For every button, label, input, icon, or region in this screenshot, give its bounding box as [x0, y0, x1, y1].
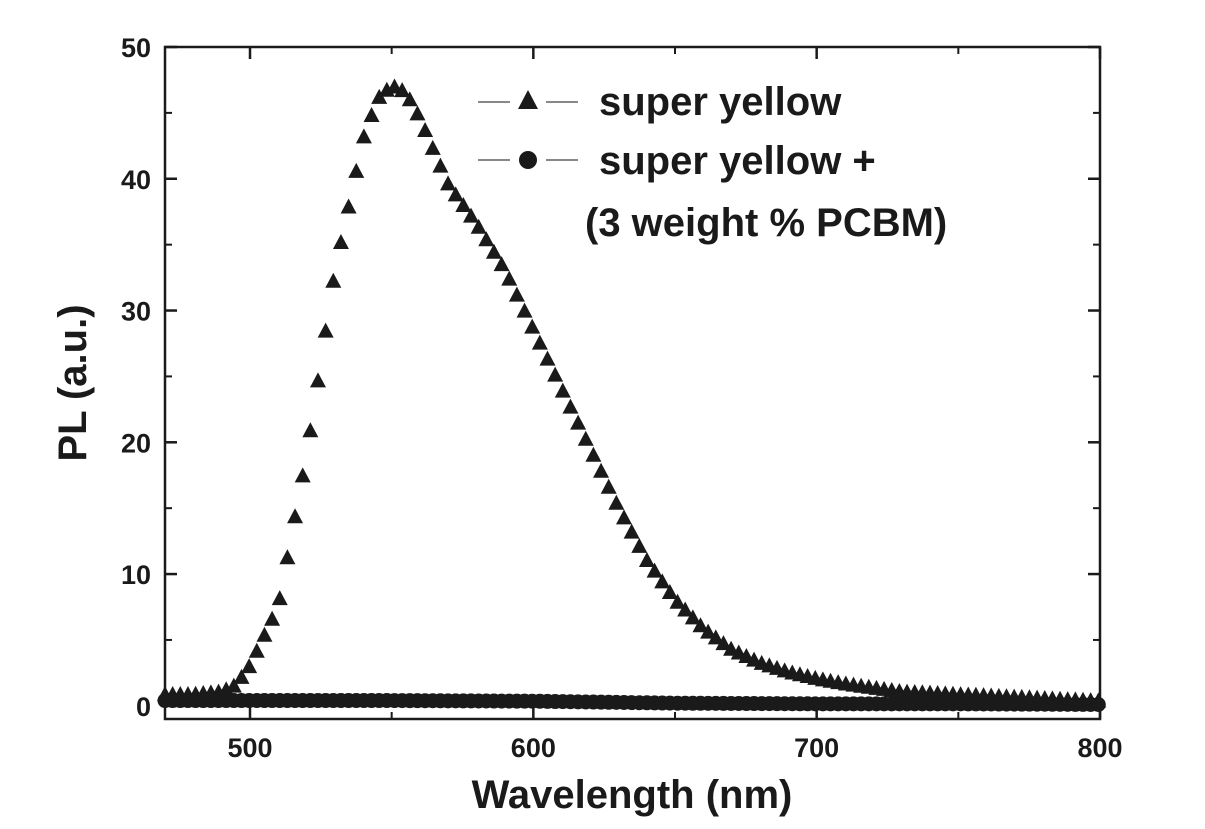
y-tick-label: 30 — [121, 297, 151, 327]
triangle-marker — [707, 629, 724, 645]
triangle-marker — [684, 609, 701, 625]
x-tick-label: 500 — [227, 733, 272, 763]
triangle-marker — [585, 446, 602, 462]
triangle-marker — [287, 508, 304, 524]
legend-circle-marker — [519, 151, 537, 169]
triangle-marker — [332, 234, 349, 250]
triangle-marker — [248, 642, 265, 658]
triangle-marker — [463, 207, 479, 223]
triangle-marker — [317, 322, 334, 338]
triangle-marker — [225, 677, 242, 693]
y-tick-label: 40 — [121, 165, 151, 195]
triangle-marker — [424, 139, 441, 155]
triangle-marker — [501, 270, 518, 286]
triangle-marker — [340, 198, 357, 214]
triangle-marker — [394, 82, 411, 98]
triangle-marker — [524, 318, 541, 334]
triangle-marker — [608, 494, 625, 510]
triangle-marker — [700, 623, 717, 639]
triangle-marker — [401, 91, 418, 107]
triangle-marker — [570, 414, 587, 430]
triangle-marker — [485, 243, 502, 259]
triangle-marker — [363, 107, 380, 123]
triangle-marker — [348, 162, 365, 178]
triangle-marker — [493, 256, 510, 272]
triangle-marker — [516, 302, 533, 318]
triangle-marker — [294, 467, 311, 483]
legend-label-pcbm-continuation: (3 weight % PCBM) — [585, 201, 947, 245]
triangle-marker — [631, 537, 648, 553]
triangle-marker — [256, 626, 273, 642]
triangle-marker — [646, 562, 663, 578]
triangle-marker — [600, 478, 617, 494]
triangle-marker — [302, 422, 319, 438]
circle-marker — [1090, 696, 1106, 712]
x-tick-label: 800 — [1077, 733, 1122, 763]
triangle-marker — [616, 509, 632, 525]
x-axis-title: Wavelength (nm) — [472, 773, 793, 817]
series-super-yellow-pcbm — [157, 693, 1106, 712]
triangle-marker — [233, 668, 250, 684]
triangle-marker — [432, 157, 449, 173]
legend-triangle-marker — [518, 90, 538, 109]
triangle-marker — [508, 286, 525, 302]
triangle-marker — [654, 573, 671, 589]
y-tick-label: 50 — [121, 33, 151, 63]
triangle-marker — [692, 617, 709, 633]
triangle-marker — [440, 175, 457, 191]
triangle-marker — [447, 186, 464, 202]
triangle-marker — [325, 272, 342, 288]
triangle-marker — [669, 593, 686, 609]
legend: super yellow super yellow + (3 weight % … — [478, 80, 947, 245]
y-tick-label: 20 — [121, 428, 151, 458]
y-tick-label: 10 — [121, 560, 151, 590]
triangle-marker — [661, 583, 678, 599]
triangle-marker — [539, 350, 556, 366]
triangle-marker — [677, 601, 694, 617]
x-tick-label: 700 — [794, 733, 839, 763]
triangle-marker — [470, 218, 487, 234]
triangle-marker — [554, 382, 571, 398]
axis-tick-labels: 500 600 700 800 0 10 20 30 40 50 — [121, 33, 1123, 763]
triangle-marker — [593, 462, 610, 478]
triangle-marker — [455, 197, 472, 213]
data-series — [157, 78, 1107, 712]
triangle-marker — [355, 128, 372, 144]
triangle-marker — [531, 334, 548, 350]
legend-label-pcbm: super yellow + — [599, 139, 876, 183]
y-tick-label: 0 — [136, 692, 151, 722]
triangle-marker — [417, 122, 434, 138]
triangle-marker — [715, 635, 732, 651]
triangle-marker — [264, 610, 281, 626]
triangle-marker — [547, 366, 564, 382]
x-tick-label: 600 — [511, 733, 556, 763]
triangle-marker — [310, 372, 326, 388]
triangle-marker — [279, 549, 296, 565]
triangle-marker — [577, 430, 594, 446]
triangle-marker — [638, 551, 655, 567]
triangle-marker — [623, 523, 640, 539]
triangle-marker — [478, 231, 495, 247]
triangle-marker — [241, 658, 258, 674]
legend-label-super-yellow: super yellow — [599, 80, 842, 124]
triangle-marker — [271, 590, 288, 606]
triangle-marker — [562, 398, 579, 414]
triangle-marker — [409, 105, 426, 121]
y-axis-title: PL (a.u.) — [51, 304, 95, 461]
